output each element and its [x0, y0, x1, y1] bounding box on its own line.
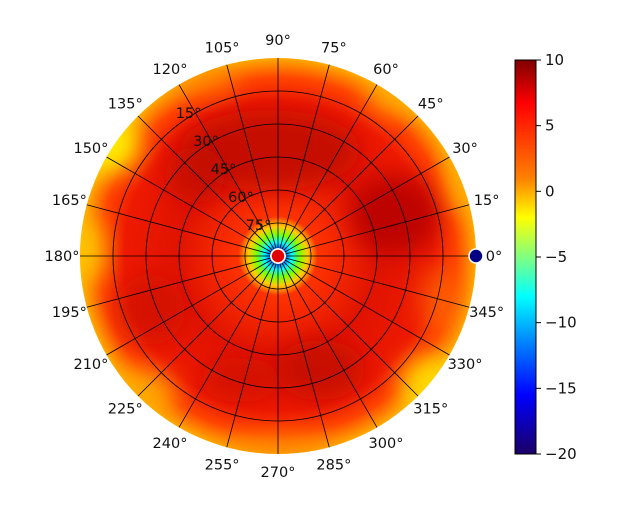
- colorbar-tick-label: 0: [545, 182, 555, 200]
- azimuth-tick-label: 315°: [413, 402, 448, 418]
- azimuth-tick-label: 240°: [153, 436, 188, 452]
- azimuth-tick-label: 45°: [418, 96, 444, 112]
- azimuth-tick-label: 60°: [373, 62, 399, 78]
- azimuth-tick-label: 75°: [321, 40, 347, 56]
- heatmap-patch-dark: [200, 358, 280, 402]
- grid-spoke: [277, 204, 470, 257]
- azimuth-tick-label: 270°: [261, 465, 296, 481]
- polar-grid: [80, 58, 476, 454]
- colorbar-gradient: [514, 59, 537, 455]
- grid-spoke: [277, 255, 378, 428]
- grid-spoke: [277, 255, 470, 308]
- heatmap-patch-rim: [220, 434, 340, 454]
- marker: [270, 248, 286, 264]
- grid-spoke: [106, 255, 279, 356]
- azimuth-tick-label: 30°: [452, 141, 478, 157]
- azimuth-tick-label: 210°: [73, 357, 108, 373]
- azimuth-tick-labels: 0° 15° 30° 45° 60° 75° 90° 105° 120° 135° 150° 165°…: [45, 33, 505, 481]
- azimuth-tick-label: 90°: [265, 33, 291, 49]
- elevation-tick-label: 60°: [228, 190, 254, 206]
- heatmap-patch-rim: [80, 216, 106, 284]
- azimuth-tick-label: 15°: [474, 193, 500, 209]
- grid-spoke: [277, 115, 419, 257]
- grid-spoke: [86, 204, 279, 257]
- azimuth-tick-label: 300°: [369, 436, 404, 452]
- azimuth-tick-label: 330°: [448, 357, 483, 373]
- elevation-tick-label: 45°: [211, 162, 237, 178]
- azimuth-tick-label: 165°: [52, 193, 87, 209]
- grid-spoke: [277, 84, 378, 257]
- heatmap-patch-rim: [420, 265, 460, 335]
- colorbar-tick-label: −20: [545, 445, 577, 463]
- heatmap-patch-dark: [165, 147, 225, 203]
- elevation-tick-label: 30°: [193, 134, 219, 150]
- azimuth-tick-label: 120°: [153, 62, 188, 78]
- colorbar: 10 5 0 −5 −10 −15 −20: [514, 51, 577, 463]
- grid-spoke: [178, 84, 279, 257]
- grid-spoke: [277, 156, 450, 257]
- grid-spoke: [137, 255, 279, 397]
- azimuth-tick-label: 345°: [469, 305, 504, 321]
- grid-spoke: [226, 64, 279, 257]
- azimuth-tick-label: 150°: [73, 141, 108, 157]
- grid-spoke: [178, 255, 279, 428]
- grid-spoke: [86, 255, 279, 308]
- grid-spoke: [277, 64, 330, 257]
- elevation-tick-label: 75°: [246, 218, 272, 234]
- azimuth-tick-label: 285°: [316, 458, 351, 474]
- grid-spoke: [277, 255, 419, 397]
- azimuth-tick-label: 195°: [52, 305, 87, 321]
- azimuth-tick-label: 255°: [205, 458, 240, 474]
- grid-spoke: [226, 255, 279, 448]
- heatmap-patch-dark: [180, 110, 360, 190]
- heatmap-patch-dark: [350, 175, 440, 255]
- colorbar-tick-label: −10: [545, 314, 577, 332]
- colorbar-tick-label: −5: [545, 248, 567, 266]
- grid-spoke: [106, 156, 279, 257]
- elevation-tick-labels: 15° 30° 45° 60° 75°: [176, 106, 272, 234]
- heatmap-patch-dark: [275, 340, 365, 400]
- heatmap-patch-dark: [115, 275, 185, 345]
- colorbar-tick-label: −15: [545, 379, 577, 397]
- azimuth-tick-label: 105°: [205, 40, 240, 56]
- azimuth-tick-label: 180°: [45, 249, 80, 265]
- grid-spoke: [277, 255, 450, 356]
- colorbar-tick-label: 5: [545, 117, 555, 135]
- colorbar-tick-label: 10: [545, 51, 564, 69]
- azimuth-tick-label: 0°: [486, 249, 502, 265]
- marker: [468, 248, 484, 264]
- elevation-tick-label: 15°: [176, 106, 202, 122]
- azimuth-tick-label: 225°: [108, 402, 143, 418]
- markers: [270, 248, 484, 264]
- heatmap-patch-rim: [365, 75, 425, 115]
- colorbar-ticks: 10 5 0 −5 −10 −15 −20: [536, 51, 577, 463]
- azimuth-tick-label: 135°: [108, 96, 143, 112]
- grid-spoke: [277, 255, 330, 448]
- grid-spoke: [137, 115, 279, 257]
